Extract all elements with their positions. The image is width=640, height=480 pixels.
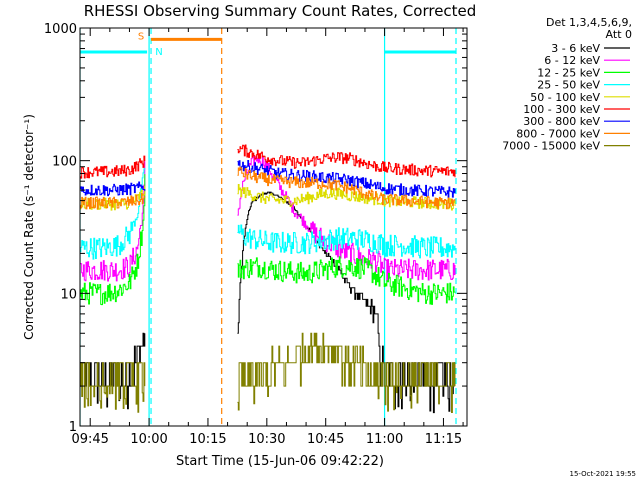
series-7	[80, 166, 456, 210]
x-tick-label-1: 10:00	[130, 432, 167, 447]
series-group	[80, 144, 456, 414]
series-6-segment-1	[237, 160, 456, 198]
series-8	[80, 332, 456, 413]
x-tick-label-4: 10:45	[307, 432, 344, 447]
series-5-segment-0	[80, 155, 146, 179]
series-6-segment-0	[80, 181, 146, 197]
legend-label-7: 800 - 7000 keV	[516, 127, 600, 140]
series-8-segment-0	[80, 362, 146, 413]
series-0-segment-1	[237, 191, 455, 414]
y-tick-label-0: 1	[69, 420, 77, 435]
legend-label-0: 3 - 6 keV	[551, 42, 600, 55]
series-6	[80, 160, 456, 198]
annotations-group: SN	[80, 31, 457, 58]
x-tick-label-0: 09:45	[71, 432, 108, 447]
series-2	[80, 174, 456, 306]
footer-timestamp: 15-Oct-2021 19:55	[570, 470, 636, 478]
series-1-segment-0	[80, 161, 146, 282]
y-axis-label: Corrected Count Rate (s⁻¹ detector⁻¹)	[22, 114, 36, 340]
series-7-segment-0	[80, 193, 146, 210]
x-axis-label: Start Time (15-Jun-06 09:42:22)	[176, 454, 384, 469]
annotation-label-N: N	[155, 47, 162, 58]
vertical-markers	[80, 28, 457, 426]
series-5	[80, 144, 456, 179]
legend-label-5: 100 - 300 keV	[523, 103, 600, 116]
series-2-segment-0	[80, 174, 146, 306]
series-3	[80, 168, 456, 260]
y-tick-label-1: 10	[60, 287, 77, 302]
x-tick-label-5: 11:00	[366, 432, 403, 447]
legend-label-6: 300 - 800 keV	[523, 115, 600, 128]
series-5-segment-1	[237, 144, 456, 178]
legend-header: Det 1,3,4,5,6,9, Att 0	[546, 16, 632, 41]
legend-label-4: 50 - 100 keV	[530, 91, 600, 104]
series-3-segment-1	[237, 224, 456, 259]
series-2-segment-1	[237, 256, 456, 305]
legend-label-3: 25 - 50 keV	[537, 79, 600, 92]
series-3-segment-0	[80, 168, 146, 260]
y-axis: 1 10 100 1000	[44, 22, 467, 435]
x-axis: 09:45 10:00 10:15 10:30 10:45 11:00 11:15	[71, 28, 464, 447]
series-8-segment-1	[237, 332, 456, 413]
legend-label-1: 6 - 12 keV	[544, 54, 600, 67]
legend-header-line-2: Att 0	[606, 28, 632, 41]
x-tick-label-2: 10:15	[189, 432, 226, 447]
legend-label-2: 12 - 25 keV	[537, 66, 600, 79]
annotation-label-S: S	[138, 31, 144, 42]
y-tick-label-2: 100	[52, 155, 77, 170]
chart-title: RHESSI Observing Summary Count Rates, Co…	[84, 2, 477, 20]
x-tick-label-3: 10:30	[248, 432, 285, 447]
series-7-segment-1	[237, 166, 456, 210]
legend-header-line-1: Det 1,3,4,5,6,9,	[546, 16, 632, 29]
plot-frame	[79, 27, 468, 427]
x-tick-label-6: 11:15	[425, 432, 462, 447]
y-tick-label-3: 1000	[44, 22, 77, 37]
legend-label-8: 7000 - 15000 keV	[502, 140, 600, 153]
